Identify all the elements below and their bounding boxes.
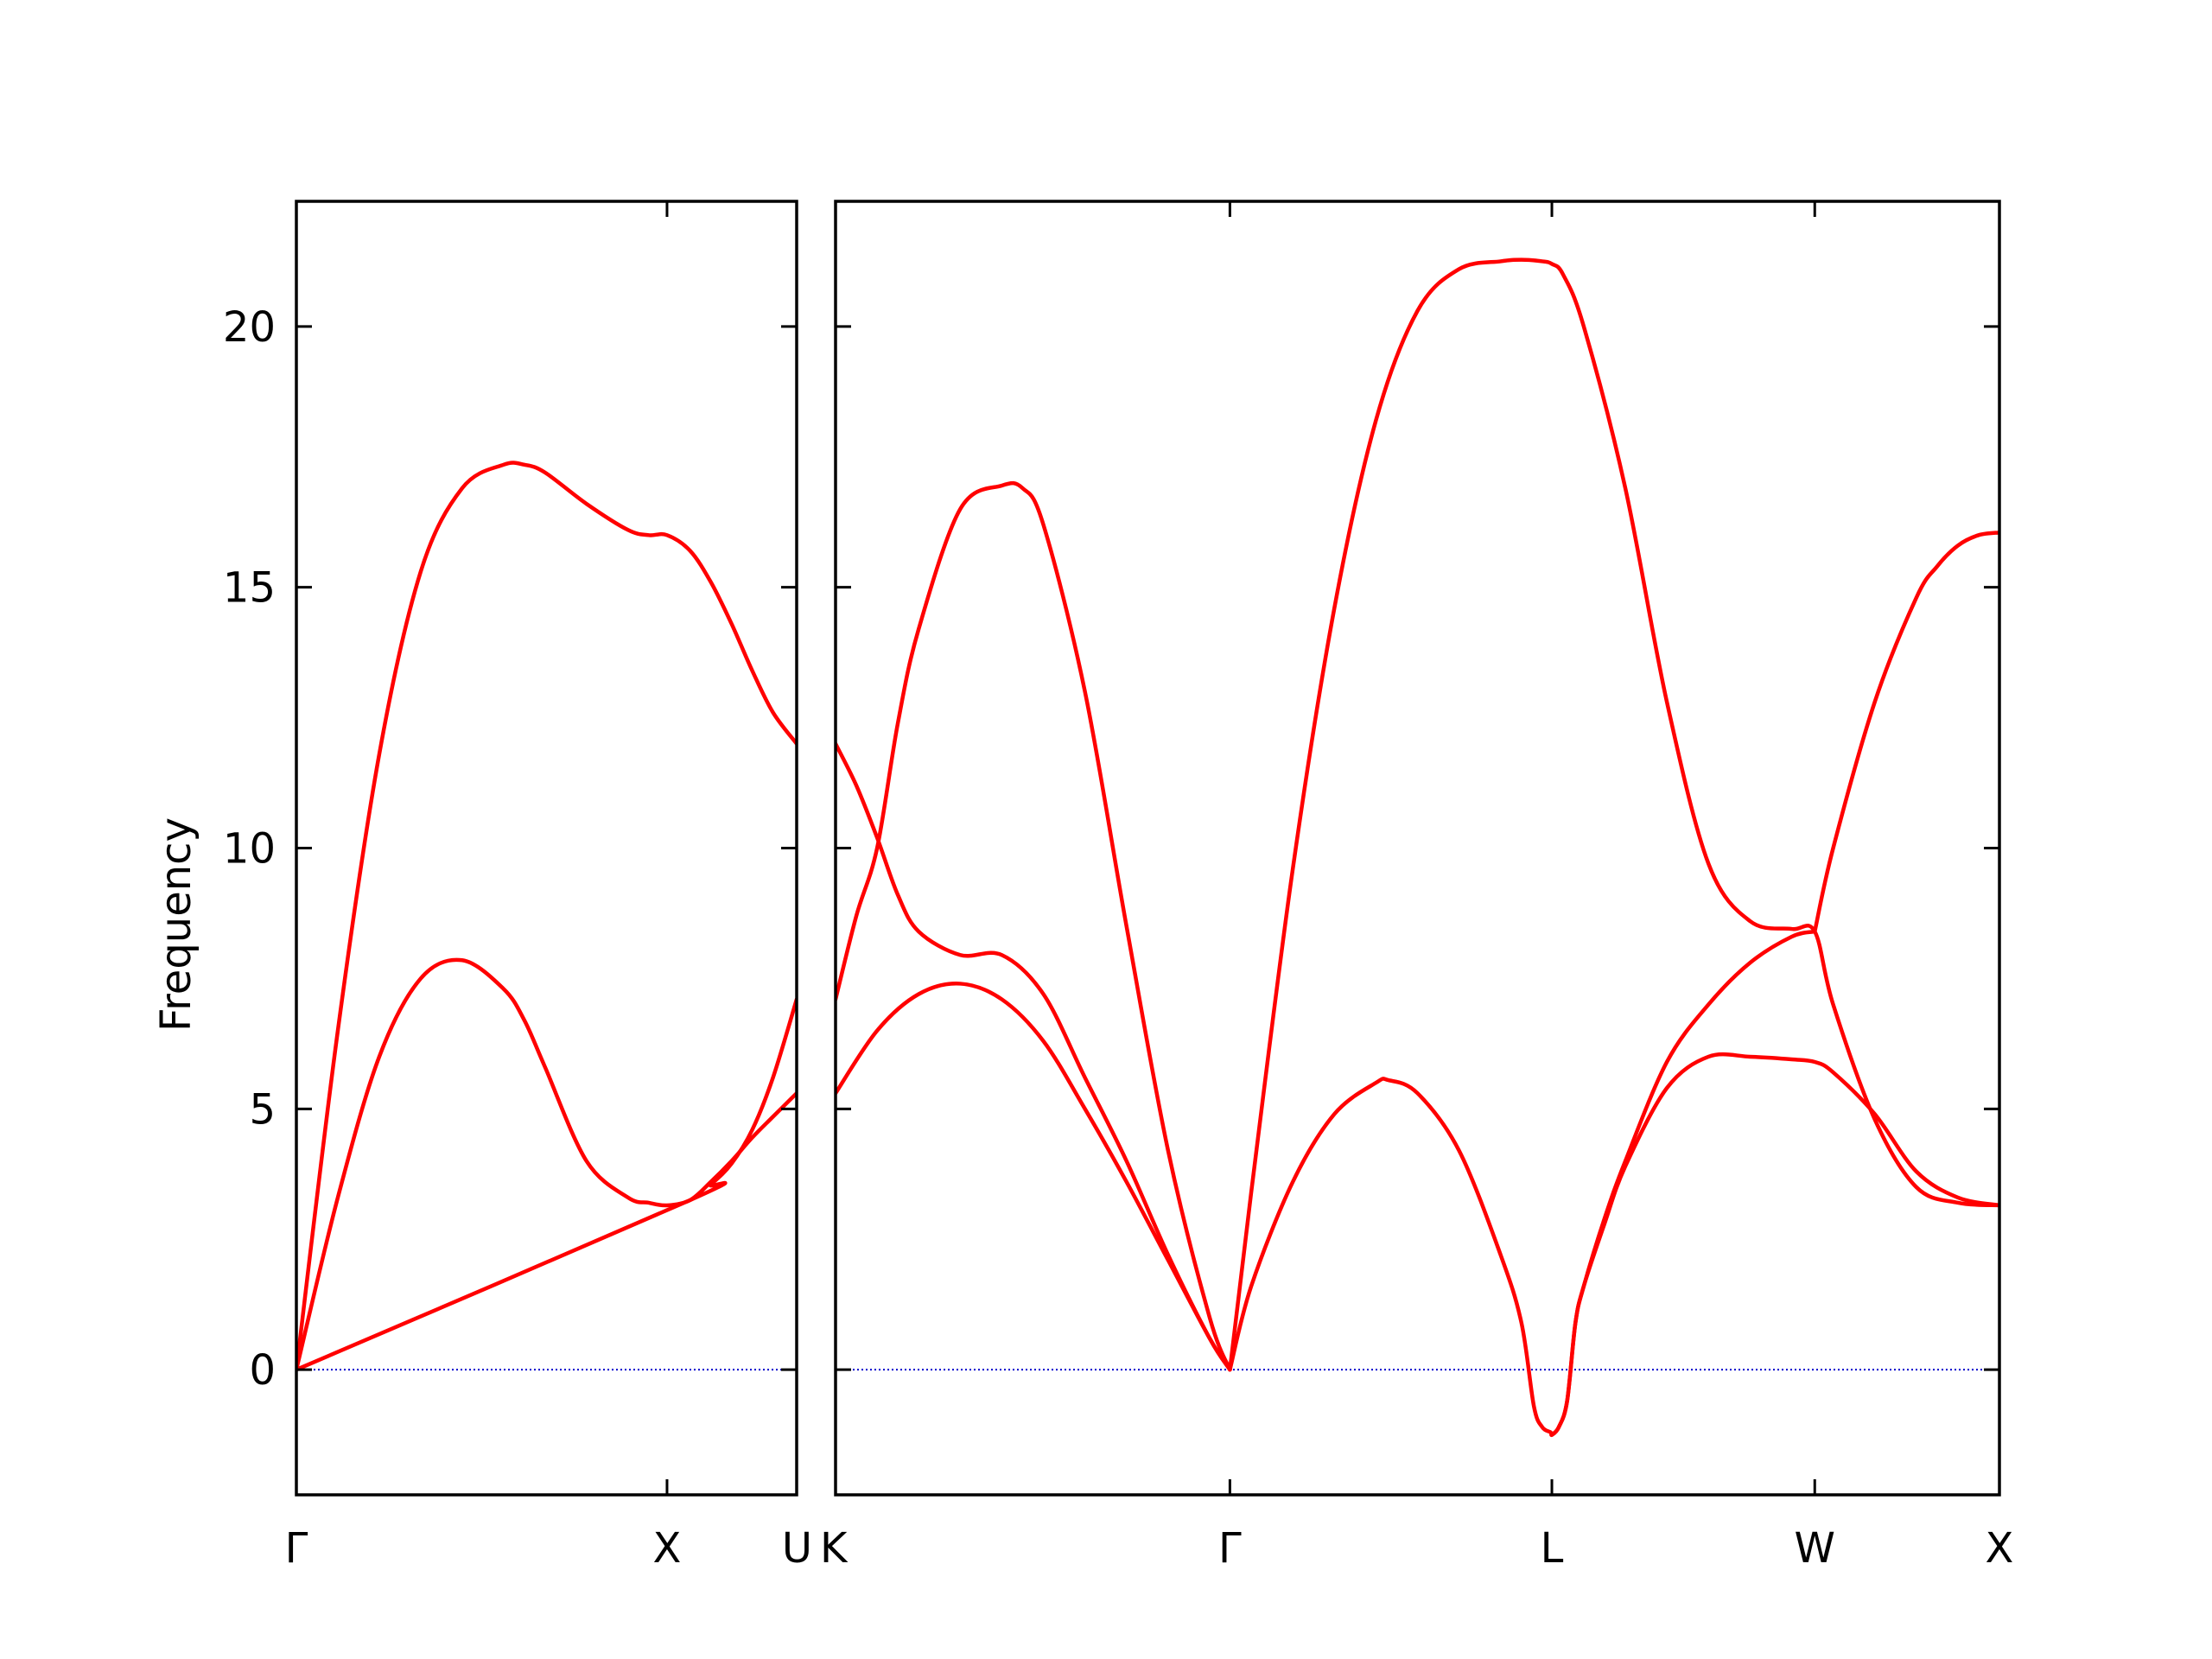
band-line-2-2	[836, 741, 1232, 1372]
x-tick-label: K	[820, 1524, 849, 1573]
band-line-2-6	[1813, 531, 1999, 934]
band-line-1-3	[296, 461, 797, 1372]
band-series-group	[296, 461, 797, 1372]
band-line-2-7	[1228, 257, 1999, 1372]
panel-1: 0 5 10 15 20 Γ X U	[223, 200, 812, 1573]
band-line-2-4	[1228, 1052, 1999, 1438]
axes-frame	[834, 200, 2001, 1497]
y-tick-label: 0	[249, 1346, 276, 1395]
x-tick-label: X	[1986, 1524, 2014, 1573]
axes-frame	[295, 200, 798, 1497]
y-axis-label: Frequency	[152, 817, 200, 1032]
x-tick-label: L	[1541, 1524, 1564, 1573]
y-tick-label: 15	[223, 564, 276, 613]
panels-group: 0 5 10 15 20 Γ X U K Γ L W X	[223, 200, 2014, 1573]
band-line-2-3	[836, 480, 1232, 1372]
band-line-1-2	[296, 997, 797, 1372]
x-tick-label: W	[1795, 1524, 1835, 1573]
band-line-2-1	[836, 982, 1232, 1372]
band-line-2-5	[1549, 929, 1817, 1437]
x-tick-label: Γ	[1218, 1524, 1242, 1573]
y-tick-label: 5	[249, 1085, 276, 1134]
x-tick-label: Γ	[285, 1524, 308, 1573]
x-tick-label: X	[653, 1524, 682, 1573]
x-tick-label: U	[782, 1524, 812, 1573]
y-tick-label: 10	[223, 825, 276, 874]
y-tick-label: 20	[223, 303, 276, 352]
band-line-1-1	[296, 957, 797, 1372]
band-series-group	[836, 257, 1999, 1438]
